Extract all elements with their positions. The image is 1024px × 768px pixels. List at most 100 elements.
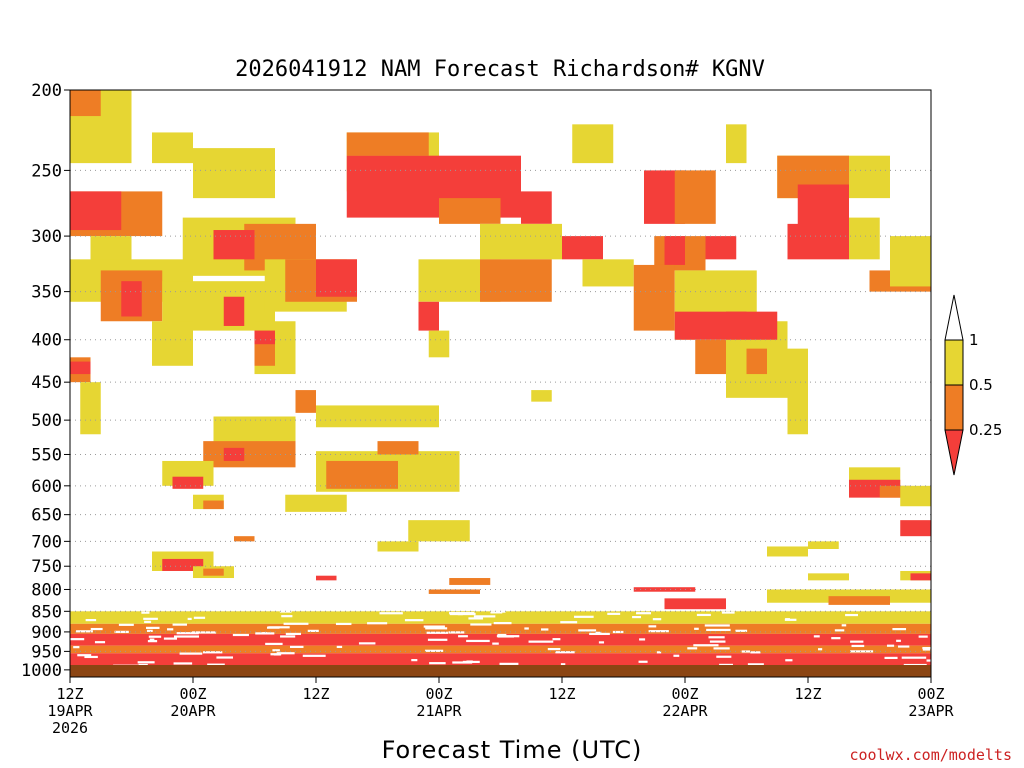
heatmap-cell: [203, 568, 224, 576]
x-tick-label: 00Z: [425, 685, 452, 703]
heatmap-cell: [674, 170, 716, 224]
boundary-layer-gap: [470, 623, 492, 626]
boundary-layer-gap: [427, 638, 448, 641]
y-tick-label: 1000: [21, 661, 62, 681]
x-tick-label: 20APR: [170, 702, 216, 720]
heatmap-cell: [213, 230, 255, 260]
heatmap-cell: [808, 541, 839, 549]
x-tick-label: 12Z: [548, 685, 575, 703]
heatmap-cell: [316, 575, 337, 581]
boundary-layer-gap: [281, 615, 293, 618]
boundary-layer-gap: [708, 636, 725, 639]
boundary-layer-gap: [270, 653, 282, 656]
boundary-layer-gap: [335, 622, 352, 626]
x-tick-label: 00Z: [179, 685, 206, 703]
y-tick-label: 450: [31, 373, 62, 393]
heatmap-cell: [582, 259, 634, 287]
boundary-layer-gap: [693, 644, 719, 647]
boundary-layer-gap: [713, 647, 730, 650]
y-tick-label: 400: [31, 331, 62, 351]
boundary-layer-gap: [137, 661, 155, 664]
boundary-layer-gap: [179, 652, 203, 655]
boundary-layer-gap: [314, 607, 329, 610]
boundary-layer-gap: [896, 639, 901, 642]
boundary-layer-gap: [528, 640, 554, 643]
boundary-layer-gap: [77, 654, 92, 657]
boundary-layer-gap: [673, 654, 680, 657]
x-tick-label: 23APR: [908, 702, 954, 720]
boundary-layer-gap: [524, 627, 529, 630]
boundary-layer-gap: [632, 615, 642, 619]
heatmap-cell: [705, 236, 737, 260]
boundary-layer-gap: [94, 641, 106, 644]
boundary-layer-gap: [423, 625, 445, 628]
boundary-layer-gap: [922, 646, 945, 650]
boundary-layer-gap: [497, 633, 507, 637]
boundary-layer-gap: [141, 611, 150, 614]
boundary-layer-gap: [595, 631, 602, 634]
y-tick-label: 650: [31, 506, 62, 526]
boundary-layer-gap: [648, 625, 657, 628]
boundary-layer-gap: [193, 616, 206, 619]
heatmap-cell: [70, 611, 931, 624]
heatmap-cell: [316, 405, 439, 428]
heatmap-cell: [726, 124, 747, 164]
boundary-layer-gap: [468, 617, 484, 620]
boundary-layer-gap: [216, 656, 234, 659]
heatmap-cell: [695, 339, 726, 375]
boundary-layer-gap: [262, 632, 267, 635]
heatmap-cell: [295, 390, 316, 413]
heatmap-cell: [746, 348, 767, 375]
legend-swatch: [944, 339, 964, 386]
boundary-layer-gap: [354, 608, 360, 612]
boundary-layer-gap: [901, 656, 927, 659]
heatmap-cell: [808, 573, 849, 581]
boundary-layer-gap: [851, 644, 865, 648]
x-tick-label: 00Z: [671, 685, 698, 703]
heatmap-cell: [70, 633, 931, 646]
heatmap-cell: [70, 623, 931, 634]
boundary-layer-gap: [497, 635, 514, 638]
boundary-layer-gap: [411, 659, 418, 662]
boundary-layer-gap: [265, 642, 283, 646]
boundary-layer-gap: [750, 651, 761, 654]
heatmap-cell: [890, 236, 931, 287]
boundary-layer-gap: [918, 635, 928, 638]
heatmap-cell: [480, 223, 562, 260]
boundary-layer-gap: [784, 618, 797, 621]
boundary-layer-gap: [560, 621, 578, 624]
boundary-layer-gap: [358, 642, 376, 645]
boundary-layer-gap: [143, 617, 158, 620]
boundary-layer-gap: [818, 648, 823, 651]
boundary-layer-gap: [285, 632, 302, 636]
boundary-layer-gap: [716, 655, 732, 658]
heatmap-cell: [633, 264, 675, 331]
heatmap-cell: [521, 191, 552, 224]
boundary-layer-gap: [185, 607, 206, 611]
boundary-layer-gap: [499, 662, 519, 665]
boundary-layer-gap: [425, 627, 448, 630]
boundary-layer-gap: [696, 613, 711, 617]
heatmap-cell: [80, 382, 101, 435]
boundary-layer-gap: [466, 660, 473, 663]
y-tick-label: 250: [31, 161, 62, 181]
boundary-layer-gap: [648, 630, 669, 633]
y-tick-label: 500: [31, 411, 62, 431]
boundary-layer-gap: [84, 655, 98, 659]
boundary-layer-gap: [276, 652, 295, 655]
y-tick-label: 350: [31, 283, 62, 303]
heatmap-cell: [203, 500, 224, 510]
boundary-layer-gap: [148, 635, 162, 638]
boundary-layer-gap: [719, 663, 733, 666]
boundary-layer-gap: [552, 638, 561, 641]
boundary-layer-gap: [85, 618, 97, 622]
boundary-layer-gap: [424, 649, 444, 652]
boundary-layer-gap: [280, 635, 296, 638]
y-tick-label: 800: [31, 580, 62, 600]
credit-link[interactable]: coolwx.com/modelts: [849, 746, 1012, 764]
boundary-layer-gap: [834, 629, 845, 632]
boundary-layer-gap: [331, 609, 349, 612]
boundary-layer-gap: [367, 622, 388, 625]
